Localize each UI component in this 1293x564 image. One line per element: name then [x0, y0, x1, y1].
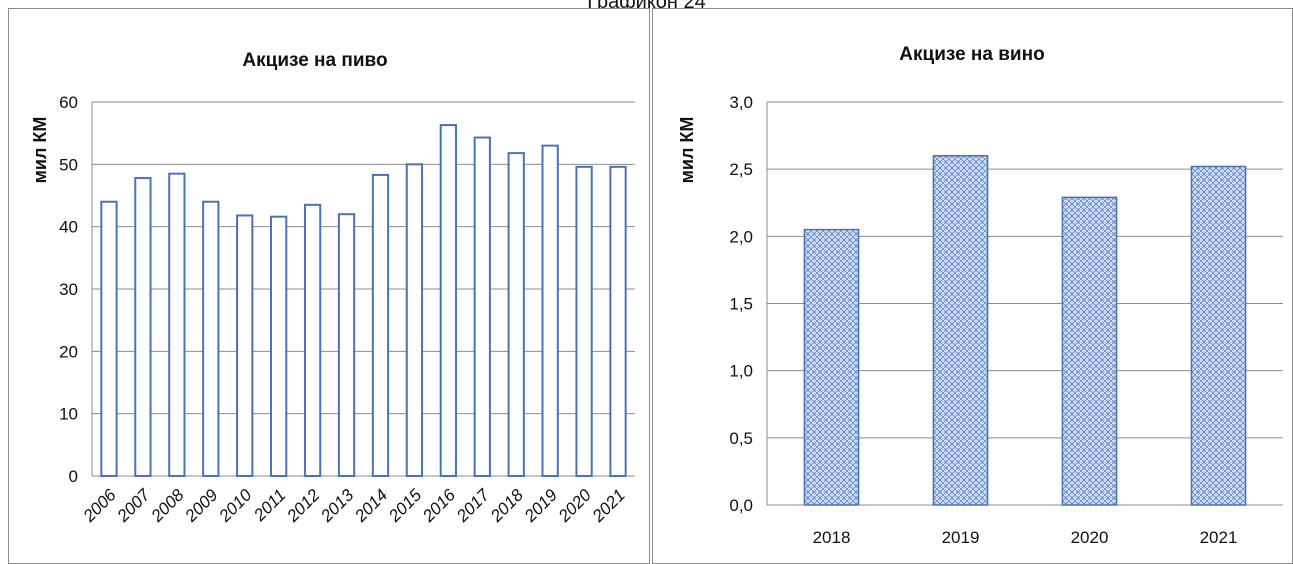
bar-2020 — [1061, 196, 1118, 506]
y-tick-label: 0,5 — [729, 429, 753, 448]
bar-2014 — [371, 173, 390, 477]
y-axis-label: мил КМ — [30, 117, 50, 184]
bar-2017 — [473, 136, 491, 477]
y-tick-label: 30 — [59, 280, 78, 299]
y-tick-label: 0,0 — [729, 496, 753, 515]
bar-2018 — [803, 228, 860, 506]
y-tick-label: 10 — [59, 405, 78, 424]
bar-2009 — [202, 200, 220, 477]
bar-2011 — [270, 215, 288, 477]
bar-2012 — [303, 203, 322, 477]
bar-2020 — [575, 165, 593, 477]
y-tick-label: 2,5 — [729, 160, 753, 179]
y-tick-label: 50 — [59, 155, 78, 174]
y-tick-label: 0 — [69, 467, 78, 486]
bar-2007 — [134, 177, 152, 477]
wine-excise-chart: Акцизе на вино мил КМ 0,0 0,5 1,0 1,5 2,0 2,5… — [652, 8, 1293, 564]
x-tick-label: 2020 — [1071, 528, 1109, 547]
bar-2016 — [439, 124, 457, 478]
y-tick-label: 40 — [59, 218, 78, 237]
bar-2008 — [168, 172, 186, 478]
bar-2019 — [541, 144, 559, 477]
y-axis-label: мил КМ — [677, 117, 697, 184]
chart-title: Акцизе на пиво — [242, 50, 387, 71]
y-tick-label: 60 — [59, 93, 78, 112]
bar-2006 — [100, 200, 118, 477]
y-tick-label: 1,0 — [729, 362, 753, 381]
bar-2019 — [932, 154, 989, 506]
bar-2018 — [507, 152, 525, 477]
bar-2021 — [1190, 165, 1247, 506]
y-tick-label: 20 — [59, 342, 78, 361]
y-tick-label: 2,0 — [729, 227, 753, 246]
x-tick-label: 2021 — [1200, 528, 1238, 547]
y-tick-label: 3,0 — [729, 93, 753, 112]
bar-2015 — [405, 163, 424, 477]
bar-2021 — [609, 165, 627, 477]
bar-2010 — [236, 214, 254, 478]
y-tick-label: 1,5 — [729, 295, 753, 314]
chart-title: Акцизе на вино — [899, 44, 1044, 65]
x-tick-label: 2018 — [813, 528, 851, 547]
bar-2013 — [337, 213, 356, 477]
x-tick-label: 2019 — [942, 528, 980, 547]
